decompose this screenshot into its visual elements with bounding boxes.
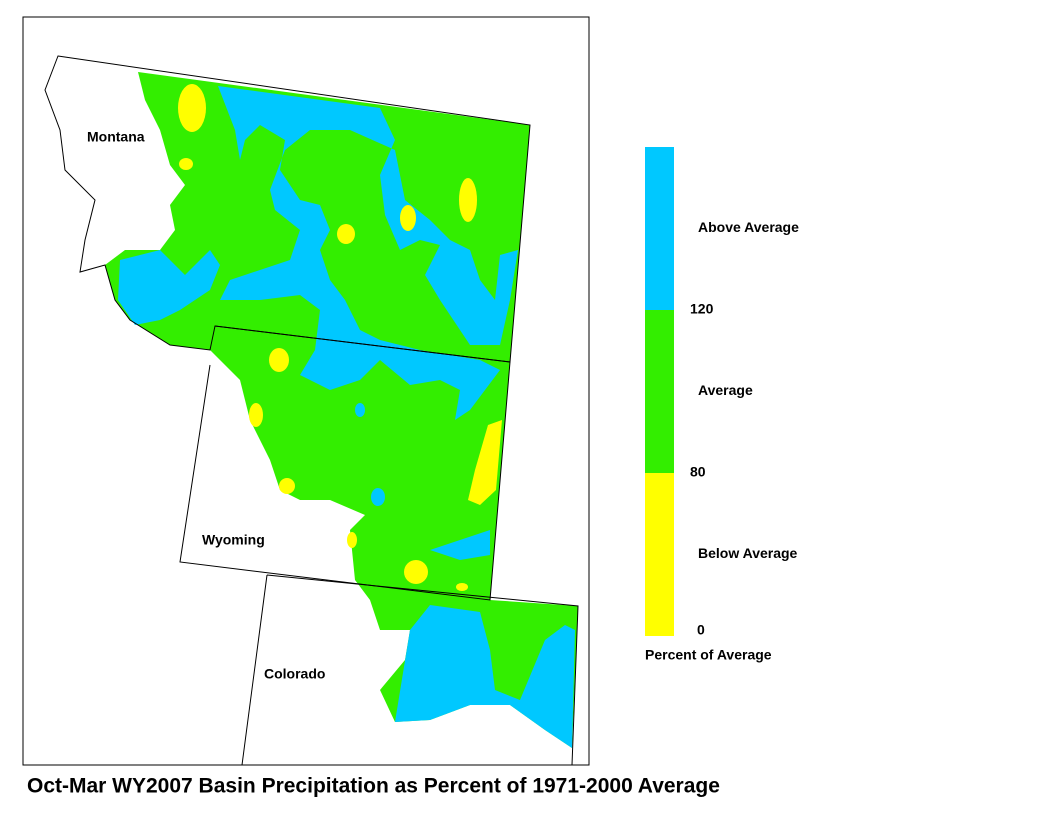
basin-below [269, 348, 289, 372]
basin-above [371, 488, 385, 506]
state-label: Colorado [264, 666, 325, 682]
basin-above [395, 605, 575, 748]
legend-break: 80 [690, 464, 706, 480]
basin-above [355, 403, 365, 417]
legend-label: Below Average [698, 545, 798, 561]
legend-swatch [645, 473, 674, 636]
state-border [179, 325, 511, 601]
legend-label: Average [698, 382, 753, 398]
basin-below [459, 178, 477, 222]
basin-below [400, 205, 416, 231]
legend: Above Average Average Below Average 120 80 0 P… [645, 147, 799, 663]
basin-below [347, 532, 357, 548]
state-border [241, 574, 579, 766]
legend-break: 0 [697, 622, 705, 638]
legend-swatch [645, 310, 674, 473]
basin-above [218, 86, 518, 420]
basin-below [179, 158, 193, 170]
basin-above [430, 530, 490, 560]
basin-below [337, 224, 355, 244]
basin-below [249, 403, 263, 427]
legend-break: 120 [690, 301, 714, 317]
legend-swatch [645, 147, 674, 310]
basin-average [105, 72, 578, 748]
basin-below [456, 583, 468, 591]
map: Montana Wyoming Colorado [22, 16, 590, 766]
legend-caption: Percent of Average [645, 647, 772, 663]
map-title: Oct-Mar WY2007 Basin Precipitation as Pe… [27, 775, 720, 798]
basin-below [468, 420, 502, 505]
basin-below [178, 84, 206, 132]
legend-label: Above Average [698, 219, 799, 235]
basin-below [404, 560, 428, 584]
state-label: Montana [87, 129, 145, 145]
state-label: Wyoming [202, 532, 265, 548]
basin-above [118, 250, 220, 325]
basin-below [279, 478, 295, 494]
